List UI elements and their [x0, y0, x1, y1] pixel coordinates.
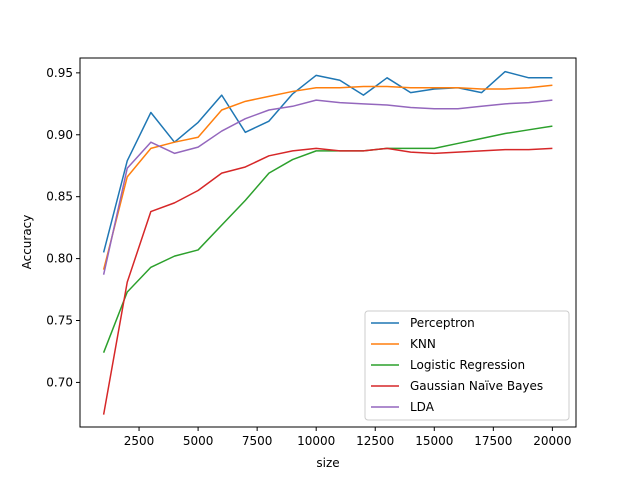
x-tick-label: 7500 — [242, 434, 273, 448]
y-axis-label: Accuracy — [20, 215, 34, 270]
legend-label: Perceptron — [410, 316, 475, 330]
x-tick-label: 20000 — [533, 434, 571, 448]
legend-label: KNN — [410, 337, 436, 351]
y-axis: 0.70 0.75 0.80 0.85 0.90 0.95 — [46, 66, 80, 389]
x-tick-label: 5000 — [183, 434, 214, 448]
legend-label: Gaussian Naïve Bayes — [410, 379, 543, 393]
legend-box — [364, 310, 570, 421]
y-tick-label: 0.90 — [46, 128, 73, 142]
series-layer — [102, 70, 553, 415]
x-tick-label: 2500 — [124, 434, 155, 448]
series-line-3 — [102, 147, 553, 415]
y-tick-label: 0.80 — [46, 252, 73, 266]
y-tick-label: 0.75 — [46, 314, 73, 328]
legend-label: LDA — [410, 400, 435, 414]
y-tick-label: 0.95 — [46, 66, 73, 80]
series-line-4 — [102, 99, 553, 275]
legend-label: Logistic Regression — [410, 358, 525, 372]
plot-frame — [79, 57, 577, 428]
x-tick-label: 10000 — [297, 434, 335, 448]
x-tick-label: 12500 — [356, 434, 394, 448]
series-line-2 — [102, 125, 553, 353]
series-line-1 — [102, 84, 553, 270]
x-tick-label: 15000 — [415, 434, 453, 448]
y-tick-label: 0.70 — [46, 375, 73, 389]
x-axis: 2500 5000 7500 10000 12500 15000 17500 20000 — [124, 427, 571, 448]
x-axis-label: size — [316, 456, 339, 470]
x-tick-label: 17500 — [474, 434, 512, 448]
legend: Perceptron KNN Logistic Regression Gaussian… — [364, 310, 570, 421]
y-tick-label: 0.85 — [46, 190, 73, 204]
series-line-0 — [102, 70, 553, 253]
